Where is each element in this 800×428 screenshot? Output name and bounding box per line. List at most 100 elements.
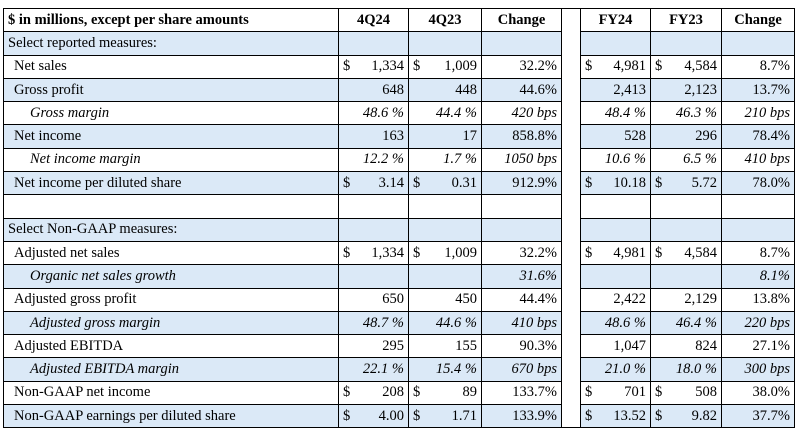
cell-value: 48.6 %	[362, 104, 404, 121]
cell-fy23: 46.3 %	[650, 101, 722, 126]
cell-4q23: 44.6 %	[408, 310, 482, 336]
cell-value: 46.4 %	[675, 314, 717, 331]
column-gap	[561, 218, 581, 242]
cell-value: 38.0%	[752, 384, 790, 401]
cell-value: 18.0 %	[675, 361, 717, 378]
currency-symbol: $	[343, 58, 351, 75]
cell-year-change: 8.1%	[721, 264, 795, 289]
col-header-quarter-change: Change	[481, 7, 562, 33]
cell-fy23: $508	[650, 380, 722, 406]
table-row: Non-GAAP earnings per diluted share $4.00…	[3, 404, 795, 428]
col-header-year-change: Change	[721, 7, 795, 33]
column-gap	[561, 7, 581, 32]
column-gap	[561, 288, 581, 312]
section-label: Select Non-GAAP measures:	[3, 217, 339, 242]
column-gap	[561, 78, 581, 102]
cell-fy23: $4,584	[650, 54, 722, 79]
cell-value: 8.1%	[759, 267, 790, 284]
cell-year-change: 210 bps	[721, 101, 795, 126]
currency-symbol: $	[413, 384, 421, 401]
cell-4q24	[338, 194, 409, 219]
cell-fy24: 2,422	[580, 287, 651, 312]
cell-value: 9.82	[691, 407, 717, 424]
cell-value: 1.71	[451, 407, 477, 424]
row-label: Organic net sales growth	[3, 264, 339, 289]
cell-value: 46.3 %	[675, 104, 717, 121]
cell-value: 155	[455, 337, 477, 354]
cell-value: 44.4%	[519, 291, 557, 308]
cell-value: 44.6 %	[435, 314, 477, 331]
row-label: Gross profit	[3, 77, 339, 103]
cell-4q24: 650	[338, 287, 409, 312]
cell-value: 2,413	[613, 81, 646, 98]
cell-value: 90.3%	[519, 337, 557, 354]
cell-fy24: $13.52	[580, 404, 651, 428]
cell-fy24	[580, 264, 651, 289]
cell-value: 2,422	[613, 291, 646, 308]
cell-fy23	[650, 31, 722, 56]
row-label: Non-GAAP earnings per diluted share	[3, 404, 339, 428]
cell-4q24: 48.6 %	[338, 101, 409, 126]
column-gap	[561, 241, 581, 265]
cell-value: 4,584	[684, 244, 717, 261]
cell-value: 420 bps	[511, 104, 557, 121]
cell-value: 295	[382, 337, 404, 354]
cell-value: 44.6%	[519, 81, 557, 98]
currency-symbol: $	[343, 174, 351, 191]
currency-symbol: $	[585, 384, 593, 401]
cell-4q23: 15.4 %	[408, 357, 482, 382]
cell-quarter-change: 410 bps	[481, 310, 562, 336]
cell-value: 1.7 %	[443, 151, 477, 168]
row-label	[3, 194, 339, 219]
cell-4q23: 44.4 %	[408, 101, 482, 126]
row-label: Adjusted net sales	[3, 240, 339, 266]
cell-4q23: 450	[408, 287, 482, 312]
cell-quarter-change: 44.6%	[481, 77, 562, 103]
cell-4q24: 12.2 %	[338, 147, 409, 173]
cell-fy24: $10.18	[580, 171, 651, 196]
row-label: Net income margin	[3, 147, 339, 173]
cell-quarter-change: 670 bps	[481, 357, 562, 382]
cell-fy23: $9.82	[650, 404, 722, 428]
cell-value: 1,009	[444, 58, 477, 75]
cell-value: 163	[382, 128, 404, 145]
table-row: Adjusted net sales $1,334 $1,009 32.2% $4,98…	[3, 240, 795, 266]
col-header-4q24: 4Q24	[338, 7, 409, 33]
cell-fy23: 2,129	[650, 287, 722, 312]
cell-quarter-change: 912.9%	[481, 171, 562, 196]
cell-value: 8.7%	[759, 244, 790, 261]
cell-value: 670 bps	[511, 361, 557, 378]
cell-value: 78.0%	[752, 174, 790, 191]
currency-symbol: $	[585, 407, 593, 424]
cell-value: 1,334	[371, 244, 404, 261]
cell-fy23: $4,584	[650, 240, 722, 266]
row-label: Net sales	[3, 54, 339, 79]
column-gap	[561, 171, 581, 195]
cell-fy24: 48.4 %	[580, 101, 651, 126]
cell-year-change: 38.0%	[721, 380, 795, 406]
currency-symbol: $	[655, 384, 663, 401]
cell-year-change: 410 bps	[721, 147, 795, 173]
cell-4q23: $0.31	[408, 171, 482, 196]
cell-fy24: $4,981	[580, 240, 651, 266]
cell-value: 410 bps	[744, 151, 790, 168]
row-label: Net income	[3, 124, 339, 149]
cell-value: 13.52	[613, 407, 646, 424]
currency-symbol: $	[585, 244, 593, 261]
column-gap	[561, 101, 581, 125]
cell-value: 701	[624, 384, 646, 401]
cell-fy24: 10.6 %	[580, 147, 651, 173]
cell-value: 1,009	[444, 244, 477, 261]
col-header-fy23: FY23	[650, 7, 722, 33]
cell-fy23: 2,123	[650, 77, 722, 103]
cell-fy24: 528	[580, 124, 651, 149]
cell-value: 5.72	[691, 174, 717, 191]
cell-value: 410 bps	[511, 314, 557, 331]
cell-value: 13.8%	[752, 291, 790, 308]
cell-quarter-change	[481, 31, 562, 56]
cell-fy24: $701	[580, 380, 651, 406]
cell-value: 3.14	[378, 174, 404, 191]
cell-quarter-change: 31.6%	[481, 264, 562, 289]
column-gap	[561, 264, 581, 289]
cell-value: 1,334	[371, 58, 404, 75]
